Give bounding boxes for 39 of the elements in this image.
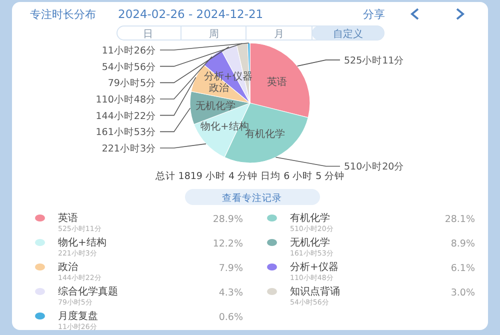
text: 分享 bbox=[363, 8, 385, 21]
data-label: 7.9% bbox=[218, 263, 243, 274]
text: 221小时3分 bbox=[102, 144, 156, 154]
text: 161小时53分 bbox=[96, 127, 156, 138]
legend-label: 知识点背诵 bbox=[290, 286, 340, 298]
legend-label: 分析+仪器 bbox=[290, 261, 338, 273]
text: 周 bbox=[209, 29, 219, 40]
legend-label: 物化+结构 bbox=[58, 236, 106, 248]
data-label: 8.9% bbox=[450, 238, 475, 250]
slice-label: 无机化学 bbox=[196, 100, 236, 112]
legend-label: 综合化学真题 bbox=[58, 286, 118, 298]
text: 510小时20分 bbox=[344, 162, 404, 173]
legend-label: 月度复盘 bbox=[58, 310, 98, 322]
data-label: 3.0% bbox=[450, 288, 475, 298]
text: 110小时48分 bbox=[96, 94, 156, 106]
text: 月 bbox=[274, 29, 284, 40]
text: 自定义 bbox=[333, 28, 363, 40]
text: 54小时56分 bbox=[102, 62, 156, 73]
text: 11小时26分 bbox=[102, 46, 156, 56]
text: 查看专注记录 bbox=[222, 192, 282, 204]
legend-label: 英语 bbox=[58, 212, 78, 224]
text: 144小时22分 bbox=[96, 110, 156, 122]
slice-label: 英语 bbox=[267, 76, 288, 88]
data-label: 4.3% bbox=[218, 288, 243, 298]
text: 525小时11分 bbox=[344, 55, 404, 66]
legend-label: 有机化学 bbox=[290, 212, 330, 224]
text: 总计 1819 小时 4 分钟 日均 6 小时 5 分钟 bbox=[154, 170, 345, 182]
text: 日 bbox=[143, 29, 153, 40]
chart-title: 专注时长分布 bbox=[30, 8, 96, 21]
data-label: 28.9% bbox=[212, 214, 243, 225]
text: 79小时5分 bbox=[108, 78, 156, 90]
legend-label: 无机化学 bbox=[290, 236, 330, 248]
chart-subtitle: 2024-02-26 - 2024-12-21 bbox=[118, 7, 264, 21]
slice-label: 政治 bbox=[208, 82, 229, 94]
legend-label: 政治 bbox=[58, 261, 78, 273]
data-label: 12.2% bbox=[212, 238, 243, 250]
data-label: 0.6% bbox=[218, 312, 243, 323]
data-label: 28.1% bbox=[444, 214, 475, 225]
data-label: 6.1% bbox=[450, 263, 475, 274]
